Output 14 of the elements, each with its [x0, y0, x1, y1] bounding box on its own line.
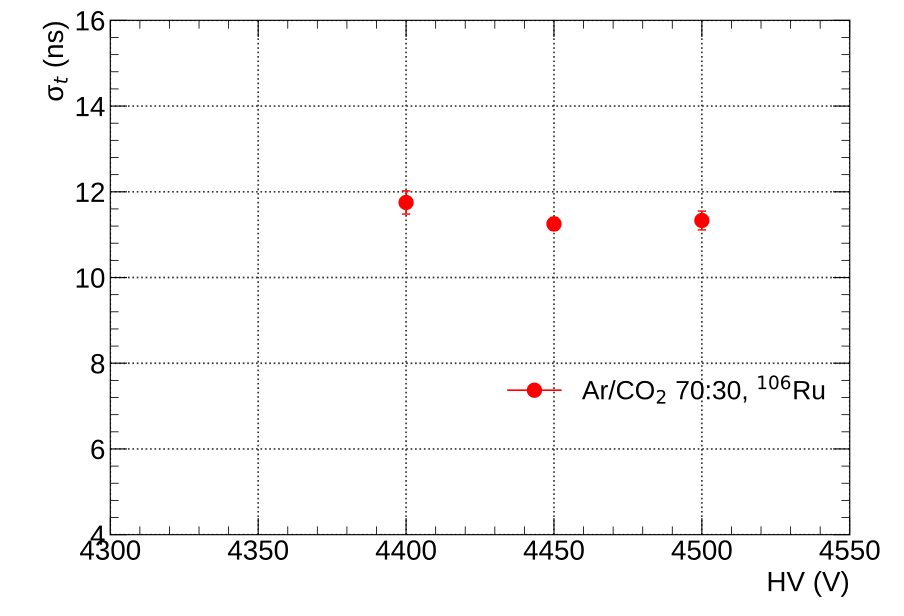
x-tick-label: 4500: [672, 540, 732, 560]
y-tick-label: 16: [76, 10, 104, 31]
legend-label: Ar/CO$_{2}$ 70:30, $^{106}$Ru: [582, 375, 824, 404]
x-tick-label: 4450: [524, 540, 584, 560]
x-tick-label: 4350: [228, 540, 288, 560]
x-tick-label: 4550: [820, 540, 880, 560]
y-tick-label: 6: [91, 440, 104, 460]
x-axis-title: HV (V): [768, 571, 848, 597]
y-tick-label: 10: [76, 268, 104, 288]
y-tick-label: 12: [76, 182, 104, 202]
y-tick-label: 14: [76, 97, 105, 116]
y-axis-title: σ$_{t}$ (ns): [42, 22, 69, 101]
y-tick-label: 8: [91, 354, 104, 374]
x-tick-label: 4400: [376, 540, 436, 560]
